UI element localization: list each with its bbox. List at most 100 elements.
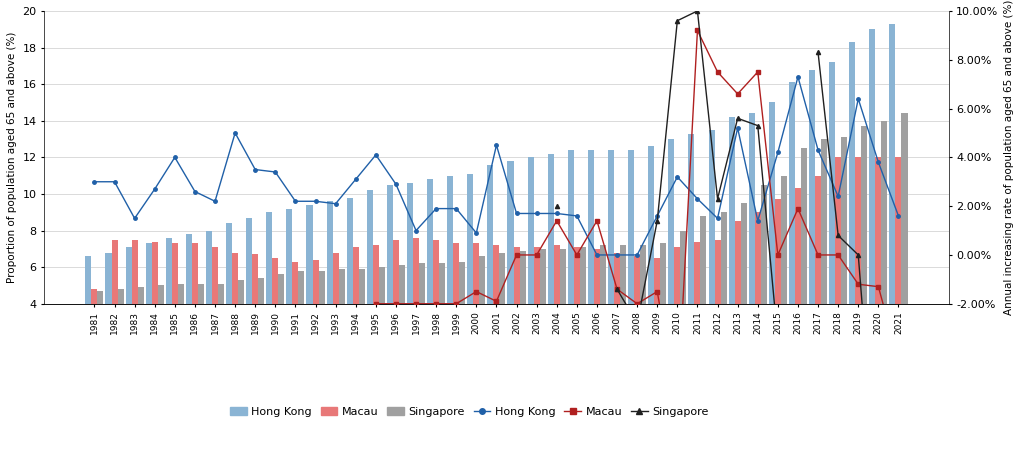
- Bar: [640, 245, 646, 377]
- Bar: [105, 253, 111, 377]
- Bar: [333, 253, 339, 377]
- Bar: [869, 29, 875, 377]
- Bar: [439, 263, 445, 377]
- Bar: [694, 242, 700, 377]
- Bar: [459, 262, 466, 377]
- Bar: [246, 218, 252, 377]
- Bar: [499, 253, 505, 377]
- Bar: [468, 174, 474, 377]
- Bar: [735, 221, 740, 377]
- Bar: [379, 267, 385, 377]
- Bar: [306, 205, 312, 377]
- Bar: [809, 69, 815, 377]
- Bar: [286, 209, 292, 377]
- Bar: [447, 175, 453, 377]
- Bar: [815, 175, 821, 377]
- Bar: [856, 157, 862, 377]
- Bar: [594, 249, 600, 377]
- Bar: [453, 244, 459, 377]
- Bar: [607, 150, 614, 377]
- Bar: [138, 287, 144, 377]
- Bar: [775, 199, 781, 377]
- Bar: [661, 244, 667, 377]
- Bar: [534, 247, 540, 377]
- Bar: [755, 212, 761, 377]
- Bar: [226, 223, 232, 377]
- Bar: [574, 247, 580, 377]
- Bar: [92, 289, 97, 377]
- Bar: [761, 185, 767, 377]
- Bar: [292, 262, 298, 377]
- Bar: [393, 239, 399, 377]
- Y-axis label: Proportion of population aged 65 and above (%): Proportion of population aged 65 and abo…: [7, 32, 17, 283]
- Bar: [875, 157, 881, 377]
- Bar: [680, 230, 686, 377]
- Bar: [86, 256, 92, 377]
- Bar: [769, 102, 775, 377]
- Bar: [97, 291, 103, 377]
- Bar: [862, 126, 867, 377]
- Bar: [829, 62, 835, 377]
- Bar: [674, 247, 680, 377]
- Bar: [186, 234, 192, 377]
- Bar: [474, 244, 479, 377]
- Legend: Hong Kong, Macau, Singapore, Hong Kong, Macau, Singapore: Hong Kong, Macau, Singapore, Hong Kong, …: [226, 402, 713, 421]
- Bar: [520, 251, 526, 377]
- Bar: [367, 190, 373, 377]
- Bar: [407, 183, 414, 377]
- Bar: [560, 249, 566, 377]
- Bar: [117, 289, 124, 377]
- Bar: [165, 238, 172, 377]
- Bar: [126, 247, 132, 377]
- Bar: [580, 247, 586, 377]
- Bar: [266, 212, 273, 377]
- Bar: [821, 139, 827, 377]
- Bar: [568, 150, 574, 377]
- Bar: [789, 83, 795, 377]
- Bar: [433, 239, 439, 377]
- Bar: [648, 147, 654, 377]
- Bar: [178, 284, 184, 377]
- Bar: [709, 130, 715, 377]
- Bar: [172, 244, 178, 377]
- Bar: [721, 212, 727, 377]
- Bar: [547, 154, 553, 377]
- Bar: [600, 245, 606, 377]
- Bar: [347, 198, 352, 377]
- Bar: [279, 275, 285, 377]
- Bar: [157, 285, 163, 377]
- Bar: [669, 139, 674, 377]
- Bar: [800, 148, 807, 377]
- Bar: [238, 280, 244, 377]
- Bar: [387, 185, 393, 377]
- Bar: [152, 242, 157, 377]
- Bar: [835, 157, 841, 377]
- Bar: [232, 253, 238, 377]
- Bar: [206, 230, 212, 377]
- Bar: [198, 284, 204, 377]
- Bar: [634, 256, 640, 377]
- Bar: [493, 245, 499, 377]
- Bar: [654, 258, 661, 377]
- Bar: [902, 114, 908, 377]
- Bar: [553, 245, 560, 377]
- Bar: [218, 284, 224, 377]
- Bar: [620, 245, 626, 377]
- Bar: [781, 175, 787, 377]
- Bar: [507, 161, 514, 377]
- Bar: [132, 239, 138, 377]
- Bar: [487, 165, 493, 377]
- Bar: [192, 244, 198, 377]
- Bar: [841, 137, 847, 377]
- Bar: [740, 203, 746, 377]
- Bar: [414, 238, 419, 377]
- Bar: [614, 253, 620, 377]
- Bar: [895, 157, 902, 377]
- Bar: [881, 121, 887, 377]
- Bar: [748, 114, 755, 377]
- Bar: [588, 150, 594, 377]
- Bar: [889, 24, 895, 377]
- Bar: [688, 133, 694, 377]
- Bar: [528, 157, 534, 377]
- Bar: [339, 269, 345, 377]
